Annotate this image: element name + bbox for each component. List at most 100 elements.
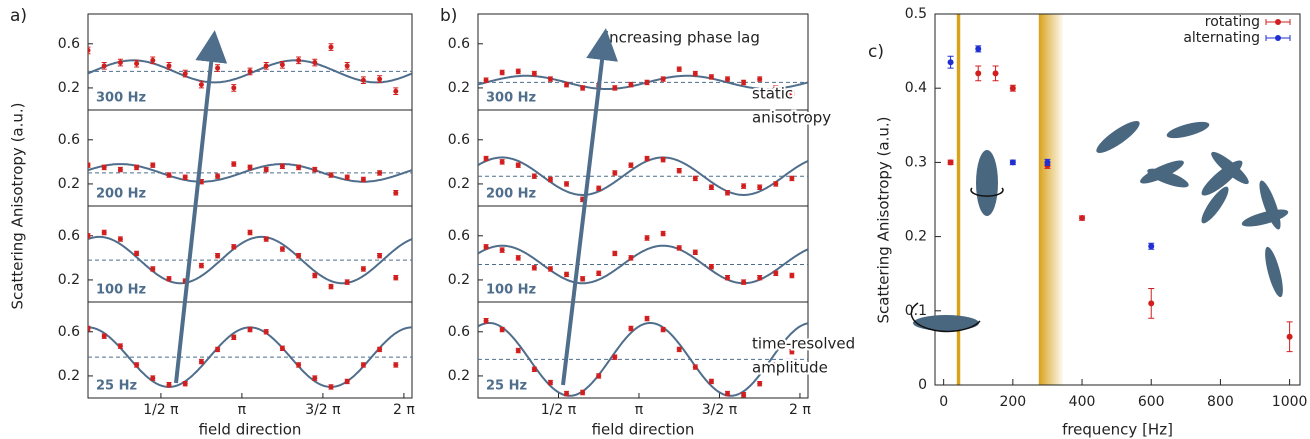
data-point <box>692 175 698 181</box>
fit-curve <box>478 322 808 397</box>
data-point <box>789 90 795 96</box>
data-point <box>660 231 666 237</box>
data-point <box>150 266 156 272</box>
y-tick-label: 0.5 <box>905 6 927 22</box>
data-point <box>166 63 172 69</box>
data-point <box>247 229 253 235</box>
data-point <box>580 389 586 395</box>
data-point <box>360 77 366 83</box>
x-tick-label: 0 <box>939 394 948 410</box>
data-point <box>612 250 618 256</box>
data-point <box>344 279 350 285</box>
data-point <box>741 392 747 398</box>
data-point <box>660 157 666 163</box>
data-point <box>134 164 140 170</box>
y-axis-label: Scattering Anisotropy (a.u.) <box>875 116 893 323</box>
data-point <box>499 159 505 165</box>
data-point <box>1044 159 1051 166</box>
data-point <box>263 167 269 173</box>
data-point <box>393 190 399 196</box>
data-point <box>377 76 383 82</box>
fit-curve <box>478 156 808 196</box>
legend-symbol <box>1275 35 1281 41</box>
data-point <box>101 63 107 69</box>
annotation: static <box>752 85 793 103</box>
y-tick-label: 0.2 <box>448 368 470 384</box>
panel-name: 300 Hz <box>486 91 536 106</box>
data-point <box>483 156 489 162</box>
data-point <box>564 391 570 397</box>
data-point <box>215 173 221 179</box>
annotation: anisotropy <box>752 109 831 127</box>
data-point <box>628 162 634 168</box>
data-point <box>975 45 982 52</box>
data-point <box>741 79 747 85</box>
data-point <box>393 88 399 94</box>
data-point <box>360 266 366 272</box>
data-point <box>483 244 489 250</box>
data-point <box>580 276 586 282</box>
data-point <box>247 327 253 333</box>
panel-name: 100 Hz <box>486 283 536 298</box>
data-point <box>231 244 237 250</box>
data-point <box>789 349 795 355</box>
data-point <box>628 325 634 331</box>
data-point <box>360 362 366 368</box>
data-point <box>215 65 221 71</box>
x-tick-label: 200 <box>999 394 1026 410</box>
data-point <box>483 318 489 324</box>
data-point <box>789 175 795 181</box>
y-tick-label: 0 <box>918 377 927 393</box>
data-point <box>296 362 302 368</box>
data-point <box>644 79 650 85</box>
x-axis-label: field direction <box>199 421 302 439</box>
data-point <box>547 266 553 272</box>
data-point <box>975 70 982 77</box>
data-point <box>947 59 954 66</box>
data-point <box>101 164 107 170</box>
data-point <box>1079 215 1086 222</box>
data-point <box>328 284 334 290</box>
data-point <box>101 333 107 339</box>
y-tick-label: 0.6 <box>58 228 80 244</box>
phase-arrow <box>561 28 618 386</box>
fit-curve <box>88 235 412 285</box>
panel-label: c) <box>868 42 884 62</box>
x-tick-label: π <box>238 402 247 418</box>
x-tick-label: 1/2 π <box>541 402 577 418</box>
data-point <box>150 57 156 63</box>
data-point <box>1009 159 1016 166</box>
data-point <box>773 181 779 187</box>
x-tick-label: 3/2 π <box>305 402 341 418</box>
data-point <box>88 233 91 239</box>
data-point <box>515 255 521 261</box>
y-tick-label: 0.2 <box>58 272 80 288</box>
data-point <box>773 270 779 276</box>
data-point <box>117 167 123 173</box>
data-point <box>499 247 505 253</box>
y-tick-label: 0.3 <box>905 154 927 170</box>
panel-name: 25 Hz <box>96 379 137 394</box>
data-point <box>117 343 123 349</box>
data-point <box>676 168 682 174</box>
data-point <box>263 63 269 69</box>
y-tick-label: 0.6 <box>58 324 80 340</box>
data-point <box>377 346 383 352</box>
data-point <box>296 253 302 259</box>
data-point <box>692 249 698 255</box>
data-point <box>166 276 172 282</box>
data-point <box>88 325 91 331</box>
data-point <box>515 162 521 168</box>
y-tick-label: 0.6 <box>58 132 80 148</box>
annotation: time-resolved <box>752 335 855 353</box>
data-point <box>725 275 731 281</box>
subplot-frame <box>477 301 809 399</box>
highlight-band <box>1038 14 1064 385</box>
data-point <box>393 362 399 368</box>
data-point <box>483 77 489 83</box>
data-point <box>101 229 107 235</box>
data-point <box>596 270 602 276</box>
data-point <box>344 63 350 69</box>
data-point <box>344 174 350 180</box>
data-point <box>547 380 553 386</box>
